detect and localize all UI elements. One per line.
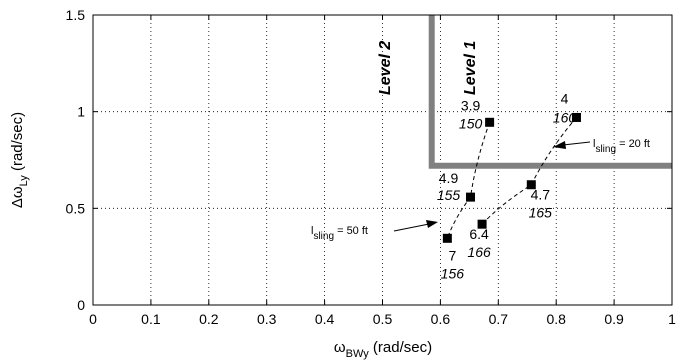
- x-tick-label: 0.3: [257, 311, 277, 327]
- point-label-italic: 156: [441, 265, 465, 281]
- point-label: 4: [561, 90, 569, 106]
- sling-label-20ft-text: lsling = 20 ft: [593, 138, 650, 155]
- sling-50-arrowhead: [426, 220, 438, 228]
- level-1-boundary-line: [428, 15, 672, 169]
- data-point-marker: [477, 219, 487, 229]
- sling-50-arrow-line: [393, 223, 430, 232]
- y-axis-label-base: Δω: [9, 186, 26, 208]
- data-point-marker: [571, 112, 581, 122]
- sling-20-base: l: [593, 138, 595, 150]
- point-label-italic: 165: [529, 205, 553, 221]
- y-axis-label-sub: Ly: [18, 175, 30, 187]
- x-tick-label: 0.6: [431, 311, 451, 327]
- sling-20-sub: sling: [595, 144, 616, 155]
- x-tick-label: 0.7: [489, 311, 509, 327]
- data-point-marker: [442, 233, 452, 243]
- point-label: 4.9: [439, 170, 459, 186]
- x-tick-label: 0: [89, 311, 97, 327]
- x-axis-label-base: ω: [334, 339, 346, 356]
- axis-ticks: 0 0.1 0.2 0.3 0.4 0.5 0.6 0.7 0.8 0.9 1 0 0.5 1 1.5: [66, 7, 677, 327]
- x-tick-label: 0.2: [199, 311, 219, 327]
- x-axis-label-unit: (rad/sec): [369, 339, 432, 356]
- series-curves: [446, 117, 577, 239]
- point-label: 7: [448, 247, 456, 263]
- sling-50-rest: = 50 ft: [334, 225, 368, 237]
- data-point-marker: [466, 192, 476, 202]
- point-label: 6.4: [469, 226, 489, 242]
- y-tick-label: 0: [77, 297, 85, 313]
- data-point-marker: [485, 117, 495, 127]
- y-tick-label: 1: [77, 104, 85, 120]
- region-label-level-2: Level 2: [377, 41, 394, 95]
- sling-50-sub: sling: [313, 231, 334, 242]
- data-markers: [442, 112, 581, 243]
- sling-50-base: l: [311, 225, 313, 237]
- x-tick-label: 0.5: [373, 311, 393, 327]
- point-label-italic: 155: [437, 187, 461, 203]
- x-tick-label: 1: [668, 311, 676, 327]
- x-tick-label: 0.8: [546, 311, 566, 327]
- sling-20-rest: = 20 ft: [616, 138, 650, 150]
- series-curve: [481, 117, 577, 225]
- sling-20-arrow-line: [562, 141, 591, 146]
- data-point-marker: [526, 180, 536, 190]
- point-label-italic: 166: [467, 244, 491, 260]
- point-label: 3.9: [461, 97, 481, 113]
- x-tick-label: 0.4: [315, 311, 335, 327]
- point-label-italic: 150: [459, 115, 483, 131]
- sling-label-50ft: lsling = 50 ft: [311, 220, 438, 242]
- y-axis-label: ΔωLy (rad/sec): [9, 112, 30, 208]
- grid: [93, 15, 672, 305]
- y-tick-label: 1.5: [66, 7, 86, 23]
- x-tick-label: 0.9: [604, 311, 624, 327]
- level-boundary: [428, 15, 672, 169]
- sling-label-50ft-text: lsling = 50 ft: [311, 225, 368, 242]
- point-label: 4.7: [531, 187, 551, 203]
- sling-20-arrowhead: [553, 141, 566, 149]
- y-axis-label-unit: (rad/sec): [9, 112, 26, 175]
- region-label-level-1: Level 1: [462, 41, 479, 95]
- y-tick-label: 0.5: [66, 200, 86, 216]
- x-axis-label-sub: BWy: [346, 348, 370, 360]
- point-label-italic: 160: [553, 109, 577, 125]
- sling-label-20ft: lsling = 20 ft: [553, 138, 650, 155]
- x-axis-label: ωBWy (rad/sec): [334, 339, 432, 360]
- x-tick-label: 0.1: [141, 311, 161, 327]
